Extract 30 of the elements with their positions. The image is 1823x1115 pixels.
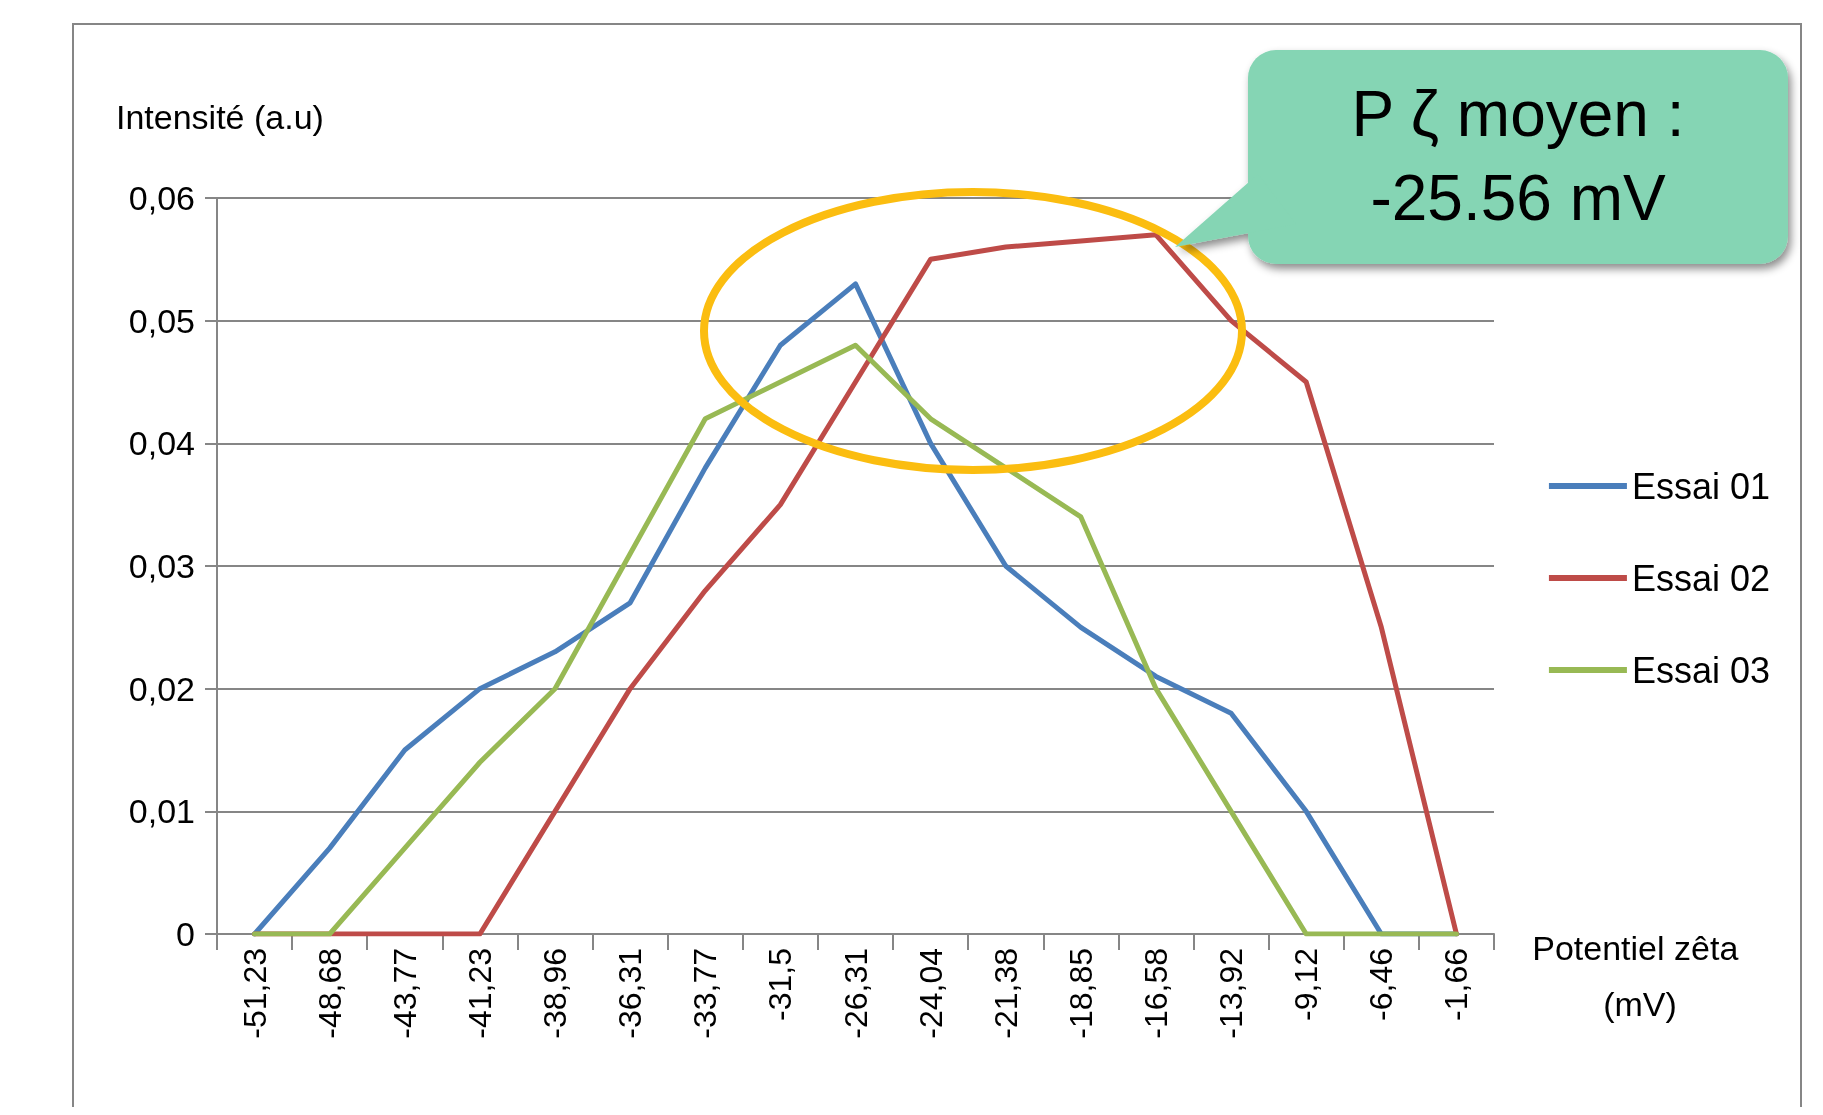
annotation: P ζ moyen : -25.56 mV [1350, 77, 1686, 236]
legend-label: Essai 03 [1631, 649, 1770, 691]
x-tick-label: -51,23 [236, 948, 273, 1039]
x-tick-label: -36,31 [612, 948, 649, 1039]
y-tick-label: 0,03 [128, 547, 195, 585]
legend-label: Essai 02 [1631, 557, 1770, 599]
x-tick-label: -6,46 [1363, 948, 1400, 1021]
x-tick-label: -1,66 [1438, 948, 1475, 1021]
y-tick-label: 0,04 [128, 424, 195, 463]
y-axis-title: Intensité (a.u) [116, 98, 324, 136]
y-tick-label: 0,06 [128, 179, 195, 217]
x-tick-label: -33,77 [687, 948, 724, 1039]
x-tick-label: -13,92 [1213, 948, 1250, 1039]
x-tick-label: -31,5 [762, 948, 799, 1021]
y-tick-label: 0 [176, 915, 195, 953]
x-tick-label: -26,31 [837, 948, 874, 1039]
x-tick-label: -38,96 [537, 948, 574, 1039]
x-tick-label: -43,77 [386, 948, 423, 1039]
x-tick-label: -16,58 [1137, 948, 1174, 1039]
x-tick-label: -41,23 [461, 948, 498, 1039]
x-tick-label: -24,04 [912, 948, 949, 1039]
legend-label: Essai 01 [1631, 465, 1770, 507]
x-axis-title: Potentiel zêta (mV) [1532, 929, 1748, 1023]
x-tick-label: -48,68 [311, 948, 348, 1039]
x-tick-label: -9,12 [1288, 948, 1325, 1021]
x-tick-label: -21,38 [987, 948, 1024, 1039]
y-tick-label: 0,02 [128, 669, 195, 708]
y-tick-label: 0,01 [128, 792, 195, 831]
x-tick-label: -18,85 [1062, 948, 1099, 1039]
y-tick-label: 0,05 [128, 301, 195, 340]
